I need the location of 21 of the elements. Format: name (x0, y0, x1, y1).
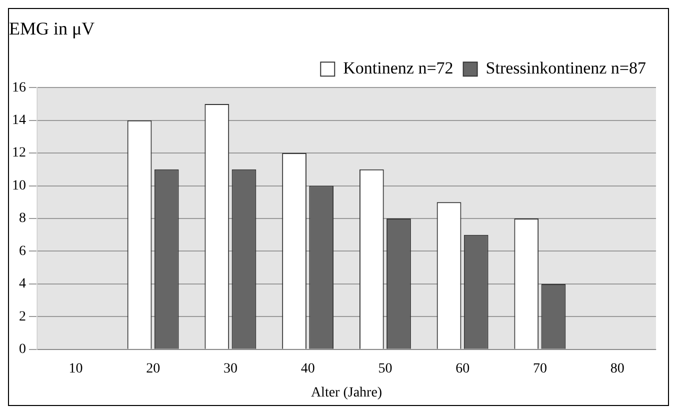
x-tick-label: 80 (610, 361, 624, 376)
legend-label: Stressinkontinenz n=87 (486, 58, 646, 78)
y-tick-label: 6 (19, 244, 26, 259)
y-tick-label: 0 (19, 342, 26, 358)
y-tick-label: 12 (12, 146, 26, 161)
y-tick-label: 2 (19, 309, 26, 324)
chart-title: EMG in μV (9, 18, 95, 39)
y-tick-label: 4 (19, 276, 26, 292)
y-tick-label: 8 (19, 211, 26, 226)
x-tick-label: 50 (378, 361, 392, 376)
x-tick-label: 30 (223, 361, 238, 376)
y-tick-label: 14 (12, 112, 26, 128)
x-tick-label: 40 (300, 361, 315, 376)
x-tick-label: 60 (456, 361, 470, 376)
y-tick-label: 10 (12, 178, 26, 194)
legend-label: Kontinenz n=72 (343, 58, 454, 78)
x-axis-title: Alter (Jahre) (310, 385, 382, 400)
x-tick-label: 70 (532, 361, 547, 376)
x-tick-label: 10 (68, 361, 83, 376)
x-tick-label: 20 (146, 361, 160, 376)
y-tick-label: 16 (12, 80, 26, 96)
